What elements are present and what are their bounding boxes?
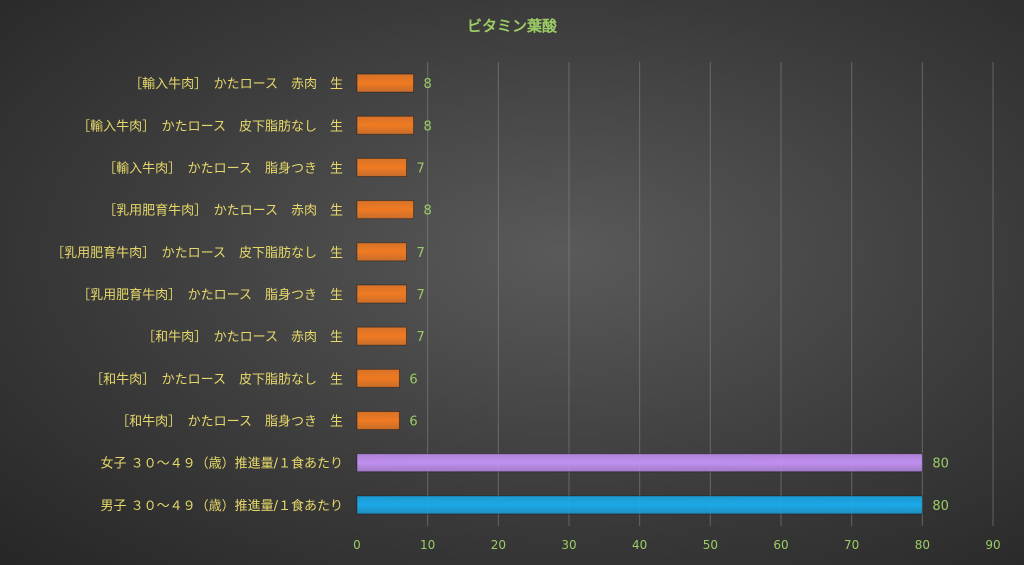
bar [356,242,407,262]
x-tick-label: 20 [491,538,506,552]
category-labels: ［輸入牛肉］ かたロース 赤肉 生 ［輸入牛肉］ かたロース 皮下脂肪なし 生 ［輸… [51,77,343,514]
data-label: 8 [424,204,432,219]
x-tick-label: 40 [632,538,647,552]
x-tick-label: 10 [420,538,435,552]
bar [356,115,415,135]
category-label: ［輸入牛肉］ かたロース 脂身つき 生 [103,160,343,176]
x-tick-label: 70 [844,538,859,552]
x-tick-label: 0 [353,538,361,552]
bar [356,368,400,388]
category-label: ［乳用肥育牛肉］ かたロース 皮下脂肪なし 生 [51,245,343,261]
data-label: 7 [416,330,424,345]
category-label: 女子 ３０～４９（歳）推進量/１食あたり [100,456,343,472]
category-label: ［輸入牛肉］ かたロース 皮下脂肪なし 生 [77,118,343,134]
data-label: 7 [416,161,424,176]
bar [356,326,407,346]
bar [356,411,400,431]
bars [356,73,923,515]
bar [356,453,923,473]
data-label: 80 [932,499,949,514]
data-label: 7 [416,246,424,261]
data-labels: 8 8 7 8 7 7 7 6 6 80 80 [409,77,948,514]
category-label: ［和牛肉］ かたロース 赤肉 生 [142,330,343,345]
data-label: 7 [416,288,424,303]
data-label: 8 [424,77,432,92]
category-label: ［和牛肉］ かたロース 脂身つき 生 [116,414,343,430]
x-tick-label: 80 [915,538,930,552]
data-label: 6 [409,372,417,387]
chart-title: ビタミン葉酸 [467,17,558,35]
bar [356,157,407,177]
bar [356,200,415,220]
x-tick-label: 50 [703,538,718,552]
category-label: ［和牛肉］ かたロース 皮下脂肪なし 生 [90,371,343,387]
data-label: 6 [409,415,417,430]
data-label: 80 [932,457,949,472]
gridlines [427,62,994,526]
bar [356,495,923,515]
x-tick-label: 90 [985,538,1000,552]
x-tick-label: 30 [561,538,576,552]
bar [356,284,407,304]
category-label: ［乳用肥育牛肉］ かたロース 脂身つき 生 [77,287,343,303]
category-label: 男子 ３０～４９（歳）推進量/１食あたり [100,498,343,514]
data-label: 8 [424,119,432,134]
x-axis-ticks: 0 10 20 30 40 50 60 70 80 90 [353,538,1000,552]
x-tick-label: 60 [773,538,788,552]
bar [356,73,415,93]
category-label: ［乳用肥育牛肉］ かたロース 赤肉 生 [103,203,343,219]
category-label: ［輸入牛肉］ かたロース 赤肉 生 [129,77,343,92]
